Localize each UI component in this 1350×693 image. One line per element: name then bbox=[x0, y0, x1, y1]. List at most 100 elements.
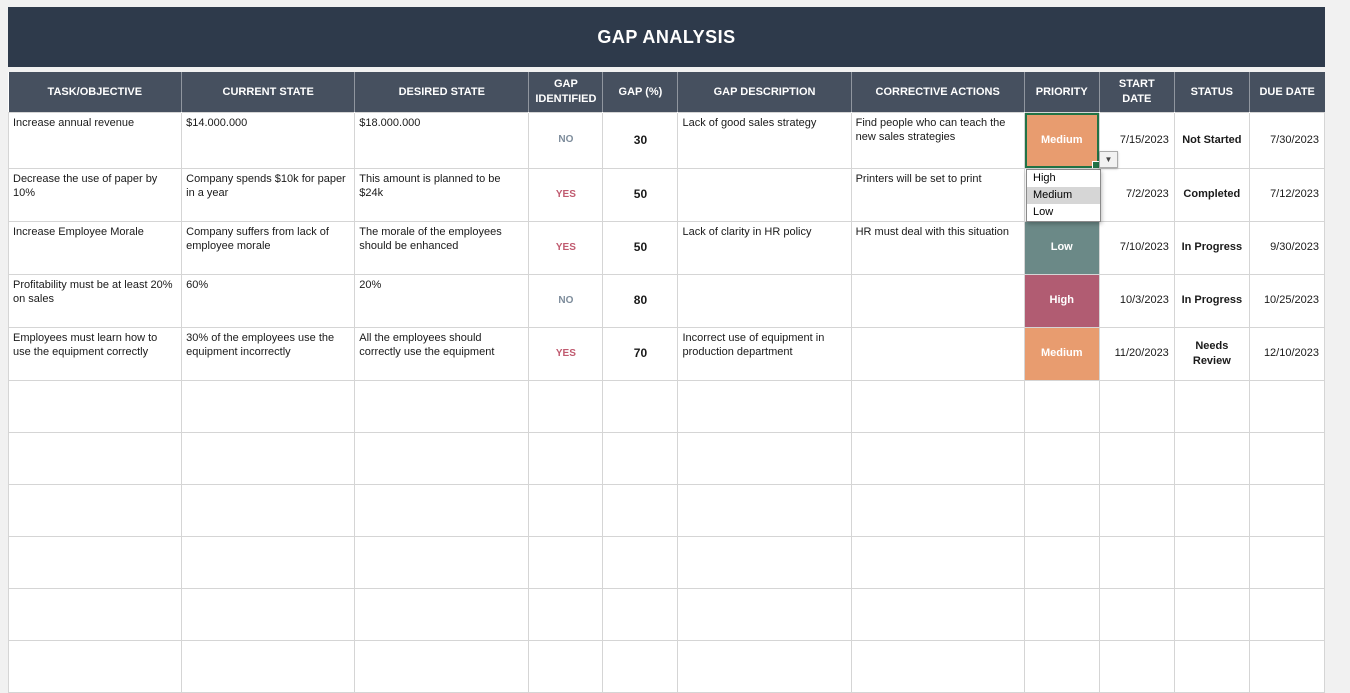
empty-cell[interactable] bbox=[850, 379, 1025, 433]
empty-cell[interactable] bbox=[1098, 535, 1175, 589]
task-cell[interactable]: Profitability must be at least 20% on sa… bbox=[7, 273, 183, 328]
empty-cell[interactable] bbox=[1248, 431, 1326, 485]
empty-cell[interactable] bbox=[1248, 535, 1326, 589]
start-date-cell[interactable]: 7/2/2023 bbox=[1098, 167, 1175, 222]
status-cell[interactable]: Not Started bbox=[1173, 111, 1250, 169]
task-cell[interactable]: Decrease the use of paper by 10% bbox=[7, 167, 183, 222]
gap-description-cell[interactable] bbox=[677, 273, 852, 328]
current-state-cell[interactable]: Company spends $10k for paper in a year bbox=[181, 167, 356, 222]
empty-cell[interactable] bbox=[181, 379, 356, 433]
empty-cell[interactable] bbox=[354, 535, 530, 589]
priority-cell[interactable]: Medium bbox=[1023, 326, 1100, 381]
corrective-actions-cell[interactable]: Printers will be set to print bbox=[850, 167, 1025, 222]
empty-cell[interactable] bbox=[181, 483, 356, 537]
due-date-cell[interactable]: 7/30/2023 bbox=[1248, 111, 1326, 169]
empty-cell[interactable] bbox=[7, 535, 183, 589]
empty-cell[interactable] bbox=[602, 483, 679, 537]
current-state-cell[interactable]: $14.000.000 bbox=[181, 111, 356, 169]
empty-cell[interactable] bbox=[1023, 639, 1100, 693]
empty-cell[interactable] bbox=[1173, 379, 1250, 433]
empty-cell[interactable] bbox=[181, 587, 356, 641]
status-cell[interactable]: In Progress bbox=[1173, 220, 1250, 275]
gap-description-cell[interactable] bbox=[677, 167, 852, 222]
empty-cell[interactable] bbox=[1098, 379, 1175, 433]
empty-cell[interactable] bbox=[602, 639, 679, 693]
task-cell[interactable]: Employees must learn how to use the equi… bbox=[7, 326, 183, 381]
task-cell[interactable]: Increase annual revenue bbox=[7, 111, 183, 169]
empty-cell[interactable] bbox=[1098, 431, 1175, 485]
empty-cell[interactable] bbox=[1248, 587, 1326, 641]
start-date-cell[interactable]: 11/20/2023 bbox=[1098, 326, 1175, 381]
gap-identified-cell[interactable]: YES bbox=[528, 167, 604, 222]
due-date-cell[interactable]: 7/12/2023 bbox=[1248, 167, 1326, 222]
empty-cell[interactable] bbox=[850, 639, 1025, 693]
priority-cell-selected[interactable]: Medium bbox=[1023, 111, 1100, 169]
desired-state-cell[interactable]: All the employees should correctly use t… bbox=[354, 326, 530, 381]
empty-cell[interactable] bbox=[354, 483, 530, 537]
gap-pct-cell[interactable]: 50 bbox=[602, 220, 679, 275]
current-state-cell[interactable]: Company suffers from lack of employee mo… bbox=[181, 220, 356, 275]
empty-cell[interactable] bbox=[1173, 587, 1250, 641]
empty-cell[interactable] bbox=[677, 535, 852, 589]
empty-cell[interactable] bbox=[1023, 483, 1100, 537]
gap-pct-cell[interactable]: 50 bbox=[602, 167, 679, 222]
empty-cell[interactable] bbox=[850, 587, 1025, 641]
empty-cell[interactable] bbox=[7, 483, 183, 537]
empty-cell[interactable] bbox=[181, 639, 356, 693]
corrective-actions-cell[interactable] bbox=[850, 273, 1025, 328]
start-date-cell[interactable]: 7/10/2023 bbox=[1098, 220, 1175, 275]
empty-cell[interactable] bbox=[1023, 431, 1100, 485]
empty-cell[interactable] bbox=[850, 431, 1025, 485]
empty-cell[interactable] bbox=[1098, 587, 1175, 641]
current-state-cell[interactable]: 30% of the employees use the equipment i… bbox=[181, 326, 356, 381]
corrective-actions-cell[interactable]: Find people who can teach the new sales … bbox=[850, 111, 1025, 169]
empty-cell[interactable] bbox=[7, 587, 183, 641]
empty-cell[interactable] bbox=[677, 639, 852, 693]
empty-cell[interactable] bbox=[7, 431, 183, 485]
gap-identified-cell[interactable]: NO bbox=[528, 111, 604, 169]
gap-pct-cell[interactable]: 80 bbox=[602, 273, 679, 328]
empty-cell[interactable] bbox=[1248, 379, 1326, 433]
desired-state-cell[interactable]: This amount is planned to be $24k bbox=[354, 167, 530, 222]
empty-cell[interactable] bbox=[602, 587, 679, 641]
empty-cell[interactable] bbox=[602, 379, 679, 433]
gap-identified-cell[interactable]: YES bbox=[528, 326, 604, 381]
empty-cell[interactable] bbox=[677, 431, 852, 485]
empty-cell[interactable] bbox=[677, 587, 852, 641]
empty-cell[interactable] bbox=[1098, 639, 1175, 693]
empty-cell[interactable] bbox=[1173, 535, 1250, 589]
empty-cell[interactable] bbox=[528, 587, 604, 641]
gap-pct-cell[interactable]: 70 bbox=[602, 326, 679, 381]
empty-cell[interactable] bbox=[850, 483, 1025, 537]
empty-cell[interactable] bbox=[528, 535, 604, 589]
gap-description-cell[interactable]: Lack of clarity in HR policy bbox=[677, 220, 852, 275]
empty-cell[interactable] bbox=[354, 431, 530, 485]
gap-description-cell[interactable]: Incorrect use of equipment in production… bbox=[677, 326, 852, 381]
empty-cell[interactable] bbox=[1098, 483, 1175, 537]
empty-cell[interactable] bbox=[1023, 535, 1100, 589]
empty-cell[interactable] bbox=[528, 431, 604, 485]
empty-cell[interactable] bbox=[1248, 483, 1326, 537]
priority-dropdown-button[interactable]: ▼ bbox=[1099, 151, 1118, 168]
empty-cell[interactable] bbox=[677, 483, 852, 537]
empty-cell[interactable] bbox=[354, 587, 530, 641]
status-cell[interactable]: Needs Review bbox=[1173, 326, 1250, 381]
empty-cell[interactable] bbox=[528, 379, 604, 433]
empty-cell[interactable] bbox=[1023, 379, 1100, 433]
empty-cell[interactable] bbox=[1023, 587, 1100, 641]
empty-cell[interactable] bbox=[1173, 431, 1250, 485]
gap-identified-cell[interactable]: YES bbox=[528, 220, 604, 275]
empty-cell[interactable] bbox=[602, 535, 679, 589]
corrective-actions-cell[interactable] bbox=[850, 326, 1025, 381]
desired-state-cell[interactable]: $18.000.000 bbox=[354, 111, 530, 169]
status-cell[interactable]: Completed bbox=[1173, 167, 1250, 222]
gap-description-cell[interactable]: Lack of good sales strategy bbox=[677, 111, 852, 169]
empty-cell[interactable] bbox=[1173, 483, 1250, 537]
current-state-cell[interactable]: 60% bbox=[181, 273, 356, 328]
due-date-cell[interactable]: 12/10/2023 bbox=[1248, 326, 1326, 381]
desired-state-cell[interactable]: 20% bbox=[354, 273, 530, 328]
empty-cell[interactable] bbox=[602, 431, 679, 485]
empty-cell[interactable] bbox=[528, 639, 604, 693]
gap-identified-cell[interactable]: NO bbox=[528, 273, 604, 328]
empty-cell[interactable] bbox=[1248, 639, 1326, 693]
